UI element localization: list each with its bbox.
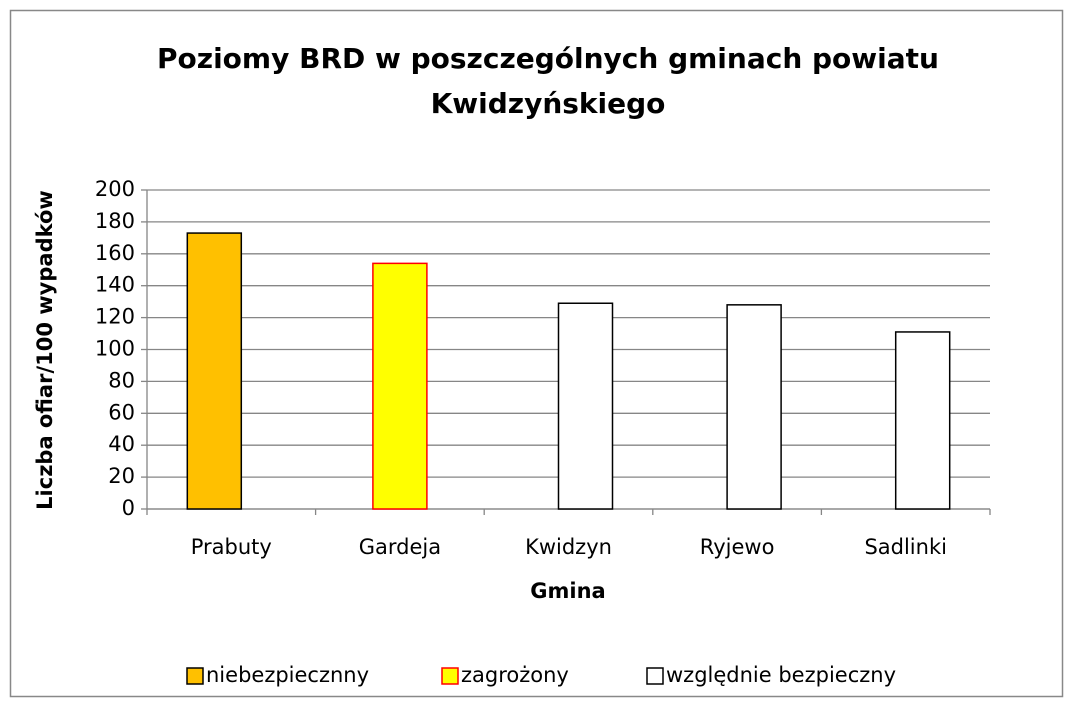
- x-tick-label: Kwidzyn: [525, 535, 612, 559]
- bar: [186, 232, 243, 510]
- y-tick-label: 100: [95, 337, 135, 361]
- y-tick-label: 60: [108, 400, 135, 424]
- y-tick-label: 80: [108, 368, 135, 392]
- y-tick-label: 0: [122, 496, 135, 520]
- x-tick-label: Ryjewo: [700, 535, 775, 559]
- legend-swatch: [441, 667, 459, 685]
- legend-label: zagrożony: [461, 663, 569, 687]
- legend-label: niebezpiecznny: [206, 663, 369, 687]
- x-tick-label: Prabuty: [191, 535, 272, 559]
- y-axis-title: Liczba ofiar/100 wypadków: [33, 190, 57, 510]
- y-tick-label: 160: [95, 241, 135, 265]
- y-tick-label: 120: [95, 305, 135, 329]
- x-tick-label: Sadlinki: [864, 535, 947, 559]
- x-tick-label: Gardeja: [359, 535, 441, 559]
- chart-title: Kwidzyńskiego: [431, 87, 666, 120]
- bar: [372, 262, 428, 510]
- bar: [726, 304, 782, 510]
- legend-swatch: [186, 667, 204, 685]
- x-axis-title: Gmina: [530, 579, 605, 603]
- y-tick-label: 200: [95, 177, 135, 201]
- y-tick-label: 180: [95, 209, 135, 233]
- legend-label: względnie bezpieczny: [666, 663, 896, 687]
- y-tick-label: 20: [108, 464, 135, 488]
- chart-frame: [9, 9, 1064, 698]
- legend-swatch: [646, 667, 664, 685]
- bar: [894, 331, 951, 510]
- bar: [557, 302, 614, 510]
- chart-title: Poziomy BRD w poszczególnych gminach pow…: [157, 42, 939, 75]
- y-tick-label: 40: [108, 432, 135, 456]
- y-tick-label: 140: [95, 273, 135, 297]
